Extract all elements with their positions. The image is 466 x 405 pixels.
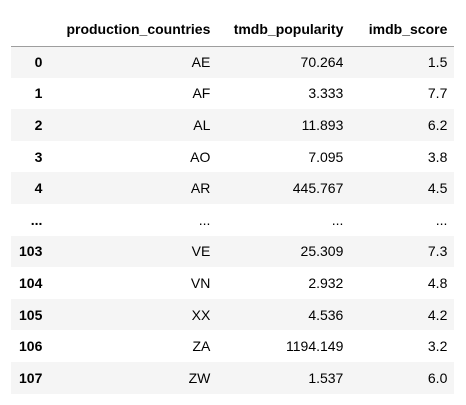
row-index: ...	[30, 211, 43, 228]
table-body: 0 AE 70.264 1.5 1 AF 3.333 7.7 2 AL 11.8…	[11, 46, 455, 394]
index-column-header	[11, 13, 50, 47]
cell-production-countries: ZW	[188, 369, 211, 386]
row-index: 2	[34, 116, 43, 133]
row-index: 4	[34, 180, 43, 197]
cell-production-countries: AF	[192, 85, 211, 102]
cell-tmdb-popularity: ...	[331, 211, 344, 228]
row-index: 107	[19, 369, 43, 386]
cell-imdb-score: 3.8	[427, 148, 448, 165]
cell-production-countries: XX	[191, 306, 211, 323]
cell-tmdb-popularity: 1194.149	[286, 338, 344, 355]
table-row: 107 ZW 1.537 6.0	[11, 361, 455, 394]
row-index: 104	[19, 274, 43, 291]
cell-imdb-score: 7.3	[427, 243, 448, 260]
cell-production-countries: ZA	[192, 338, 211, 355]
row-index: 105	[19, 306, 43, 323]
cell-production-countries: AE	[191, 54, 211, 71]
cell-tmdb-popularity: 1.537	[308, 369, 344, 386]
cell-tmdb-popularity: 25.309	[300, 243, 344, 260]
cell-production-countries: VE	[191, 243, 211, 260]
column-header-tmdb-popularity: tmdb_popularity	[217, 13, 351, 47]
row-index: 103	[19, 243, 43, 260]
cell-imdb-score: 6.2	[427, 116, 448, 133]
cell-tmdb-popularity: 3.333	[308, 85, 344, 102]
cell-production-countries: ...	[198, 211, 211, 228]
cell-imdb-score: 1.5	[427, 54, 448, 71]
dataframe-table: production_countries tmdb_popularity imd…	[11, 13, 455, 394]
cell-imdb-score: 4.8	[427, 274, 448, 291]
table-row: 106 ZA 1194.149 3.2	[11, 330, 454, 362]
column-header-imdb-score: imdb_score	[350, 13, 455, 47]
cell-tmdb-popularity: 445.767	[292, 180, 344, 197]
cell-imdb-score: 6.0	[427, 369, 448, 386]
cell-tmdb-popularity: 4.536	[308, 306, 344, 323]
table-row: 0 AE 70.264 1.5	[11, 46, 455, 78]
table-row-ellipsis: ... ... ... ...	[11, 204, 454, 236]
table-header: production_countries tmdb_popularity imd…	[11, 13, 455, 47]
table-row: 104 VN 2.932 4.8	[11, 267, 454, 299]
cell-production-countries: AL	[193, 116, 211, 133]
column-header-production-countries: production_countries	[49, 13, 218, 47]
cell-tmdb-popularity: 2.932	[308, 274, 344, 291]
row-index: 1	[34, 85, 43, 102]
table-row: 105 XX 4.536 4.2	[11, 298, 455, 331]
cell-imdb-score: ...	[435, 211, 448, 228]
header-row: production_countries tmdb_popularity imd…	[11, 13, 455, 47]
cell-production-countries: AR	[190, 180, 211, 197]
cell-production-countries: AO	[190, 148, 211, 165]
table-row: 3 AO 7.095 3.8	[11, 141, 454, 173]
cell-imdb-score: 3.2	[427, 338, 448, 355]
cell-imdb-score: 7.7	[427, 85, 448, 102]
table-row: 4 AR 445.767 4.5	[11, 172, 455, 204]
row-index: 106	[19, 338, 43, 355]
table-row: 1 AF 3.333 7.7	[11, 78, 454, 110]
cell-tmdb-popularity: 7.095	[308, 148, 344, 165]
table-row: 103 VE 25.309 7.3	[11, 235, 455, 268]
cell-imdb-score: 4.5	[427, 180, 448, 197]
cell-tmdb-popularity: 11.893	[301, 116, 344, 133]
table-row: 2 AL 11.893 6.2	[11, 109, 455, 141]
row-index: 3	[34, 148, 43, 165]
cell-imdb-score: 4.2	[427, 306, 448, 323]
cell-tmdb-popularity: 70.264	[300, 54, 344, 71]
cell-production-countries: VN	[190, 274, 211, 291]
row-index: 0	[34, 54, 43, 71]
